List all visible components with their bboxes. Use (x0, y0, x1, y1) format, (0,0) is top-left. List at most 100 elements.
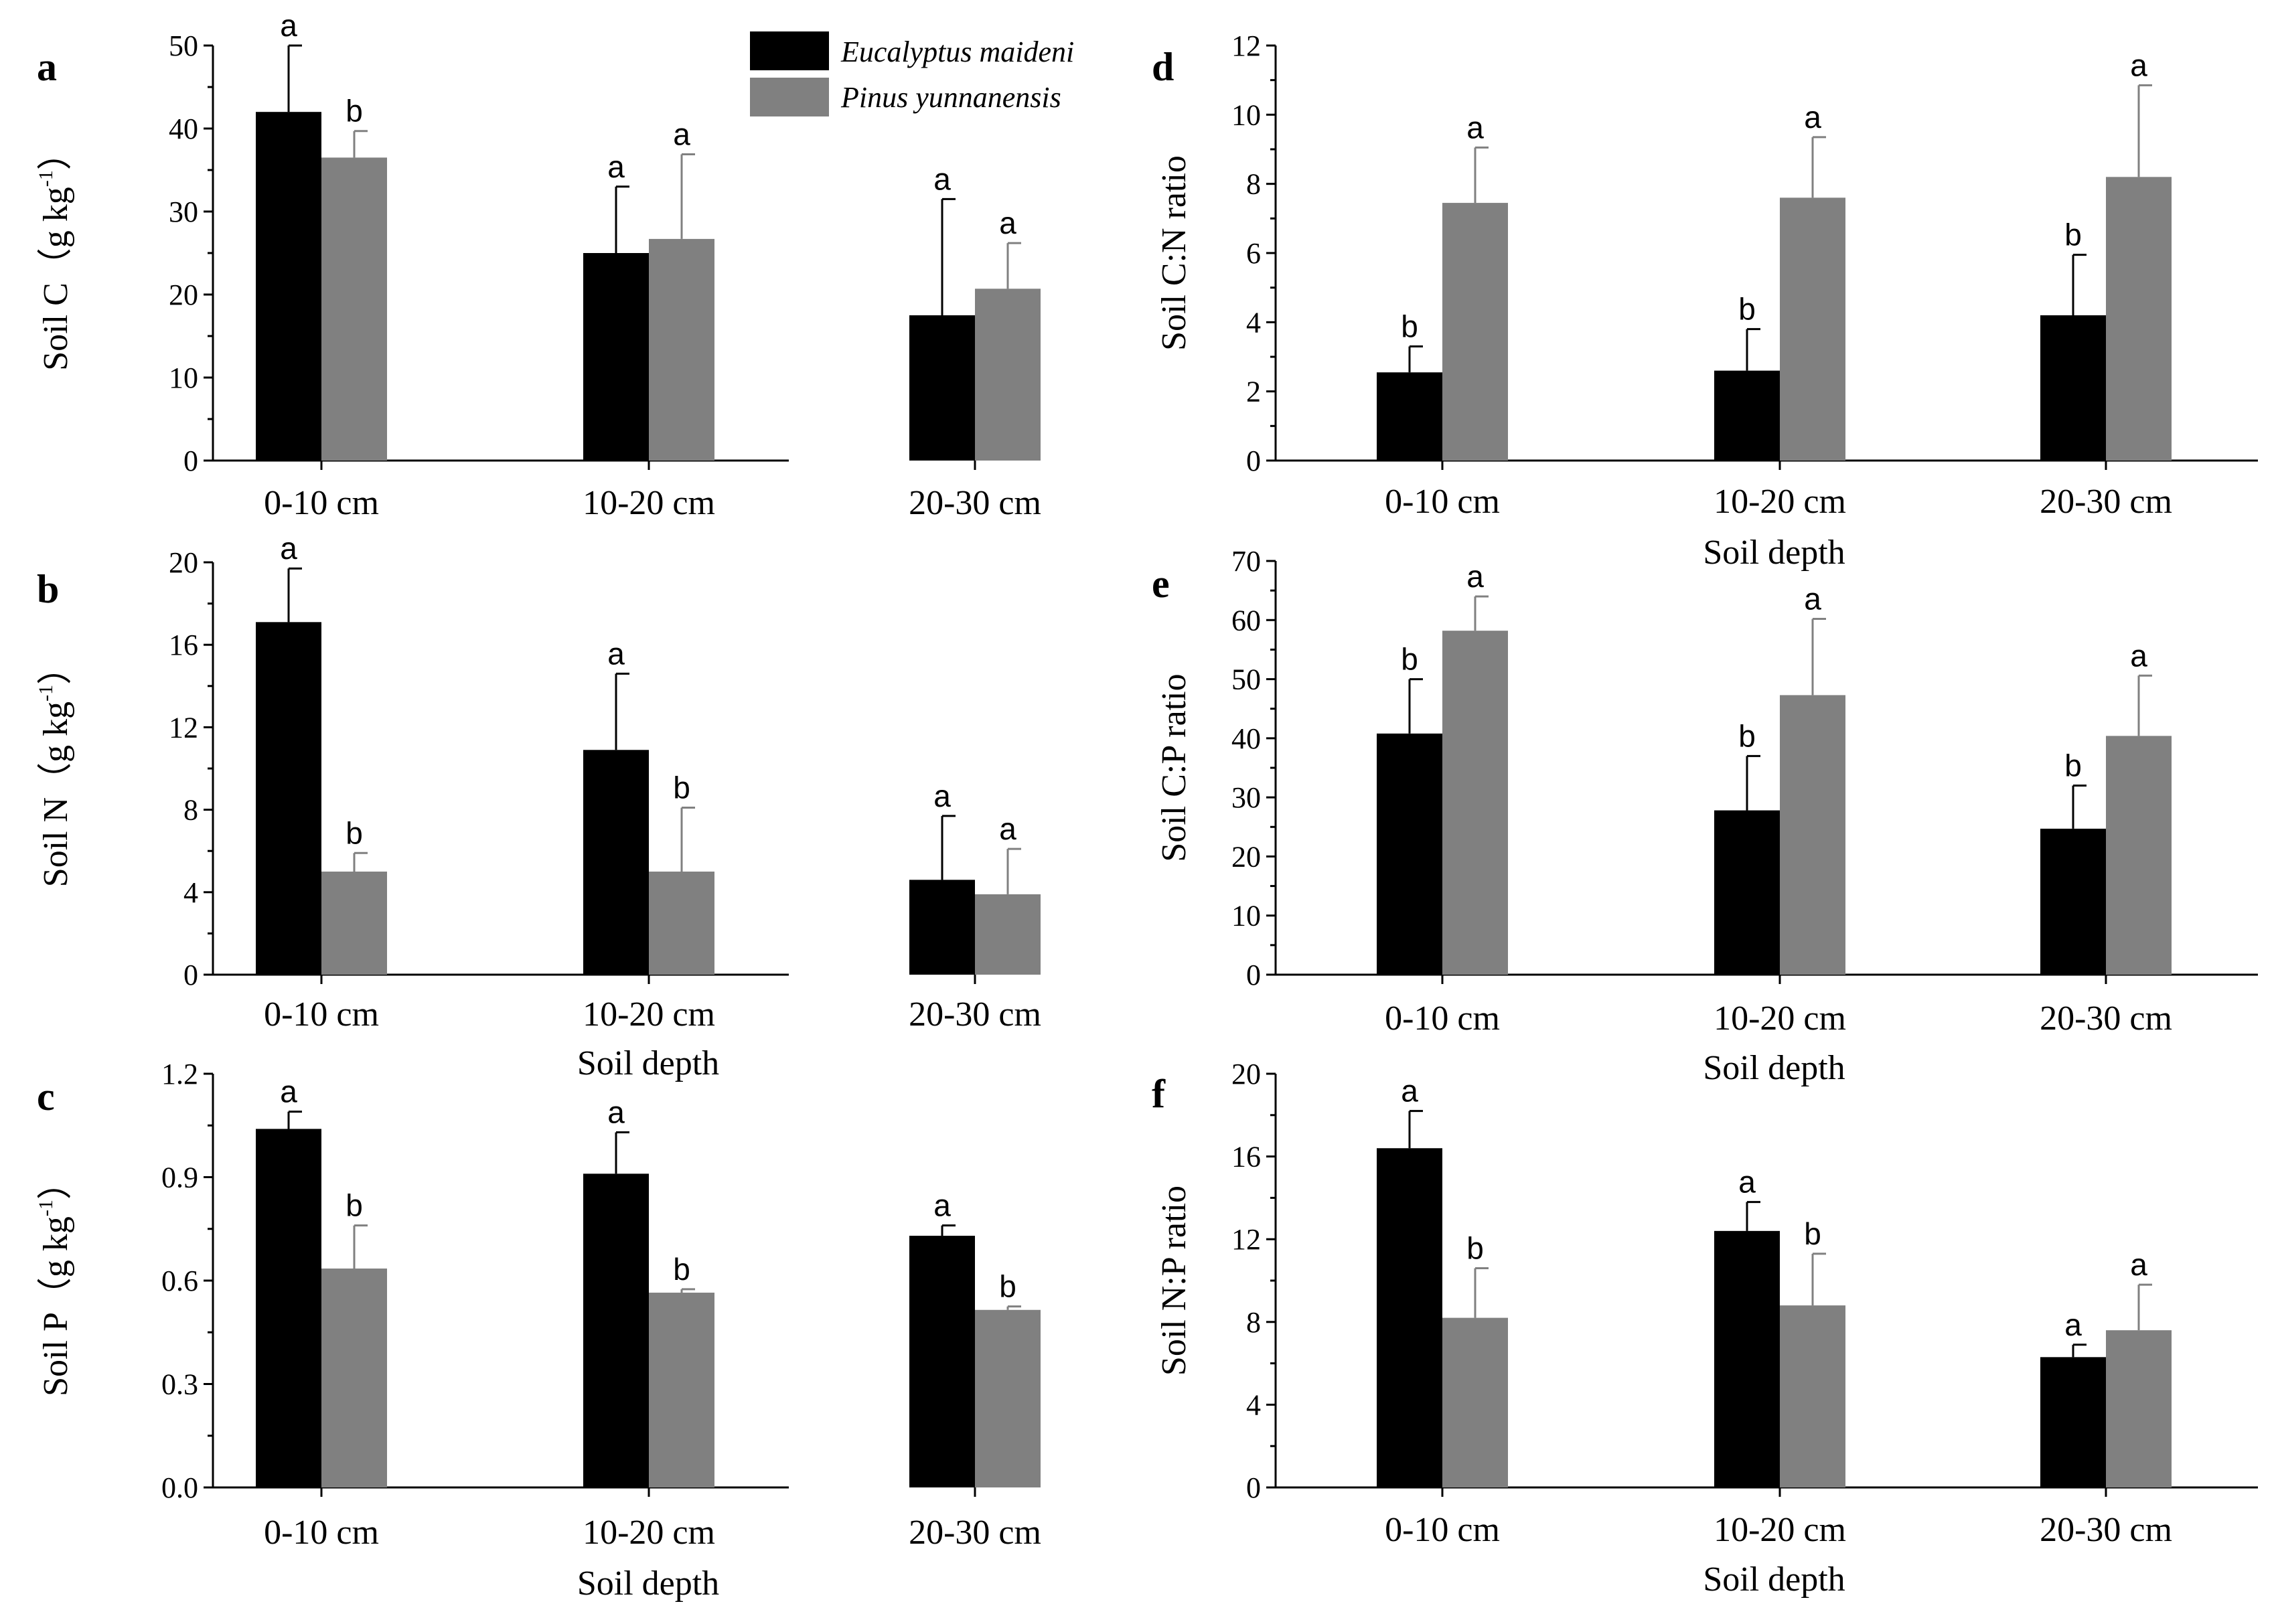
y-tick-label: 1.2 (161, 1058, 198, 1090)
significance-letter: a (1804, 100, 1821, 135)
y-axis-label: Soil C:P ratio (1155, 673, 1193, 862)
x-tick-label: 0-10 cm (264, 484, 379, 522)
y-axis-label-main: Soil N:P ratio (1155, 1186, 1193, 1376)
x-axis-label: Soil depth (1703, 534, 1845, 572)
x-tick-label: 20-30 cm (2040, 1511, 2172, 1549)
y-tick-label: 40 (1231, 722, 1261, 755)
y-tick-label: 4 (183, 876, 198, 909)
y-tick-label: 10 (169, 361, 198, 394)
bar (256, 1129, 321, 1487)
significance-letter: a (933, 1188, 951, 1223)
bar (1442, 203, 1508, 461)
bar (2106, 177, 2172, 461)
significance-letter: a (280, 8, 297, 43)
significance-letter: b (1401, 309, 1418, 344)
y-axis-label: Soil C:N ratio (1155, 155, 1193, 351)
panel-label: e (1152, 562, 1170, 606)
significance-letter: a (673, 116, 690, 151)
y-tick-label: 10 (1231, 900, 1261, 932)
x-tick-label: 20-30 cm (909, 995, 1041, 1034)
legend-swatch-eucalyptus (750, 31, 829, 70)
bar (1714, 1230, 1780, 1487)
y-tick-label: 0.9 (161, 1161, 198, 1194)
bar (321, 157, 387, 461)
y-tick-label: 30 (169, 195, 198, 228)
bar (2040, 828, 2106, 975)
x-axis-label: Soil depth (577, 1564, 719, 1603)
significance-letter: b (2064, 218, 2082, 252)
bar (975, 1309, 1041, 1487)
bar (583, 750, 649, 975)
significance-letter: a (2130, 1247, 2147, 1282)
y-tick-label: 12 (1231, 29, 1261, 62)
bar (1714, 810, 1780, 975)
x-tick-label: 10-20 cm (583, 995, 715, 1034)
bar (1377, 733, 1442, 975)
x-tick-label: 0-10 cm (264, 1514, 379, 1552)
x-tick-label: 10-20 cm (1714, 999, 1846, 1038)
significance-letter: a (1466, 110, 1484, 145)
legend: Eucalyptus maideni Pinus yunnanensis (750, 31, 1074, 116)
significance-letter: b (1804, 1216, 1821, 1251)
significance-letter: a (999, 811, 1016, 846)
bar (2106, 736, 2172, 975)
bar (975, 289, 1041, 461)
y-tick-label: 60 (1231, 604, 1261, 637)
bar (649, 1293, 714, 1487)
significance-letter: a (280, 531, 297, 566)
y-tick-label: 0 (183, 444, 198, 477)
panel-label: a (37, 45, 57, 89)
y-axis-label: Soil N（g kg-1） (35, 650, 75, 887)
bar (975, 894, 1041, 975)
bar (583, 1173, 649, 1487)
significance-letter: a (933, 161, 951, 196)
bar (256, 622, 321, 975)
x-axis-label: Soil depth (1703, 1560, 1845, 1599)
bar (1780, 1305, 1845, 1487)
significance-letter: b (673, 770, 690, 805)
y-axis-label-superscript: -1 (35, 685, 57, 702)
significance-letter: a (1804, 582, 1821, 617)
significance-letter: b (1738, 718, 1756, 753)
x-tick-label: 20-30 cm (909, 1514, 1041, 1552)
y-tick-label: 4 (1246, 306, 1261, 339)
x-tick-label: 20-30 cm (2040, 999, 2172, 1038)
x-tick-label: 0-10 cm (1385, 483, 1500, 521)
y-axis-label-main: Soil P（g kg (37, 1216, 75, 1396)
significance-letter: b (346, 94, 363, 129)
y-tick-label: 12 (1231, 1223, 1261, 1256)
y-tick-label: 20 (1231, 1058, 1261, 1090)
y-tick-label: 8 (1246, 1306, 1261, 1339)
legend-swatch-pinus (750, 78, 829, 116)
significance-letter: b (1401, 642, 1418, 677)
significance-letter: a (1466, 559, 1484, 594)
y-axis-label-close: ） (37, 135, 75, 170)
panel-label: d (1152, 45, 1174, 89)
legend-label-eucalyptus: Eucalyptus maideni (840, 35, 1074, 68)
bar (909, 315, 975, 461)
bar (321, 1268, 387, 1487)
x-tick-label: 10-20 cm (1714, 1511, 1846, 1549)
significance-letter: a (2130, 638, 2147, 673)
y-tick-label: 12 (169, 711, 198, 744)
x-tick-label: 0-10 cm (1385, 1511, 1500, 1549)
significance-letter: b (2064, 748, 2082, 783)
bar (649, 872, 714, 975)
bar (256, 112, 321, 461)
bar (1442, 631, 1508, 975)
x-tick-label: 0-10 cm (264, 995, 379, 1034)
significance-letter: a (1401, 1074, 1418, 1109)
significance-letter: a (2130, 48, 2147, 82)
y-axis-label-main: Soil C:N ratio (1155, 155, 1193, 351)
significance-letter: a (999, 206, 1016, 240)
bar (2040, 1357, 2106, 1487)
y-axis-label: Soil P（g kg-1） (35, 1165, 75, 1396)
x-tick-label: 10-20 cm (1714, 483, 1846, 521)
y-axis-label-main: Soil N（g kg (37, 702, 75, 887)
y-tick-label: 10 (1231, 98, 1261, 131)
x-axis-label: Soil depth (577, 1044, 719, 1082)
y-tick-label: 20 (169, 278, 198, 311)
significance-letter: a (280, 1074, 297, 1109)
